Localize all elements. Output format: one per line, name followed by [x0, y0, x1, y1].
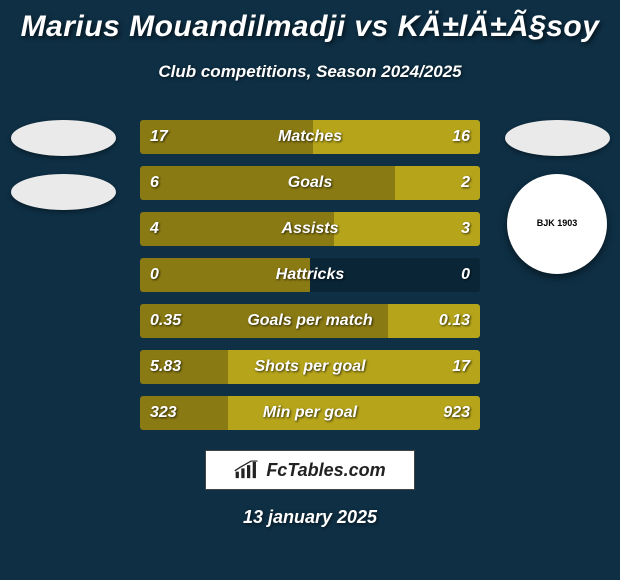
stats-bars: 17 16 Matches 6 2 Goals 4 3 Assists 0 0 Hattricks 0.… [140, 120, 480, 442]
stat-row: 323 923 Min per goal [140, 396, 480, 430]
stat-value-left: 6 [150, 174, 159, 192]
right-flag-icon [505, 120, 610, 156]
stat-value-right: 3 [461, 220, 470, 238]
stat-label: Goals per match [247, 312, 372, 330]
right-player-badges: BJK 1903 [502, 120, 612, 274]
stat-row: 4 3 Assists [140, 212, 480, 246]
stat-label: Hattricks [276, 266, 344, 284]
right-club-crest-icon: BJK 1903 [507, 174, 607, 274]
stat-value-left: 0.35 [150, 312, 181, 330]
page-title: Marius Mouandilmadji vs KÄ±lÄ±Ã§soy [0, 0, 620, 44]
left-player-badges [8, 120, 118, 228]
left-club-placeholder-icon [11, 174, 116, 210]
stat-value-left: 17 [150, 128, 168, 146]
stat-label: Min per goal [263, 404, 357, 422]
left-flag-icon [11, 120, 116, 156]
footer-date: 13 january 2025 [243, 507, 377, 528]
stat-row: 0.35 0.13 Goals per match [140, 304, 480, 338]
stat-value-right: 16 [452, 128, 470, 146]
stat-value-right: 0 [461, 266, 470, 284]
stat-value-left: 323 [150, 404, 177, 422]
stat-value-right: 2 [461, 174, 470, 192]
stat-row: 6 2 Goals [140, 166, 480, 200]
stat-value-right: 923 [443, 404, 470, 422]
stat-label: Goals [288, 174, 332, 192]
stat-row: 17 16 Matches [140, 120, 480, 154]
stat-bar-right [334, 212, 480, 246]
subtitle: Club competitions, Season 2024/2025 [0, 62, 620, 82]
comparison-infographic: Marius Mouandilmadji vs KÄ±lÄ±Ã§soy Club… [0, 0, 620, 580]
stat-value-right: 0.13 [439, 312, 470, 330]
crest-text: BJK 1903 [537, 219, 578, 229]
stat-row: 5.83 17 Shots per goal [140, 350, 480, 384]
chart-icon [234, 459, 260, 481]
stat-value-left: 5.83 [150, 358, 181, 376]
stat-row: 0 0 Hattricks [140, 258, 480, 292]
stat-value-right: 17 [452, 358, 470, 376]
stat-value-left: 4 [150, 220, 159, 238]
source-text: FcTables.com [266, 460, 385, 481]
stat-label: Shots per goal [254, 358, 365, 376]
source-logo: FcTables.com [205, 450, 415, 490]
stat-value-left: 0 [150, 266, 159, 284]
stat-label: Matches [278, 128, 342, 146]
stat-label: Assists [282, 220, 339, 238]
stat-bar-left [140, 166, 395, 200]
